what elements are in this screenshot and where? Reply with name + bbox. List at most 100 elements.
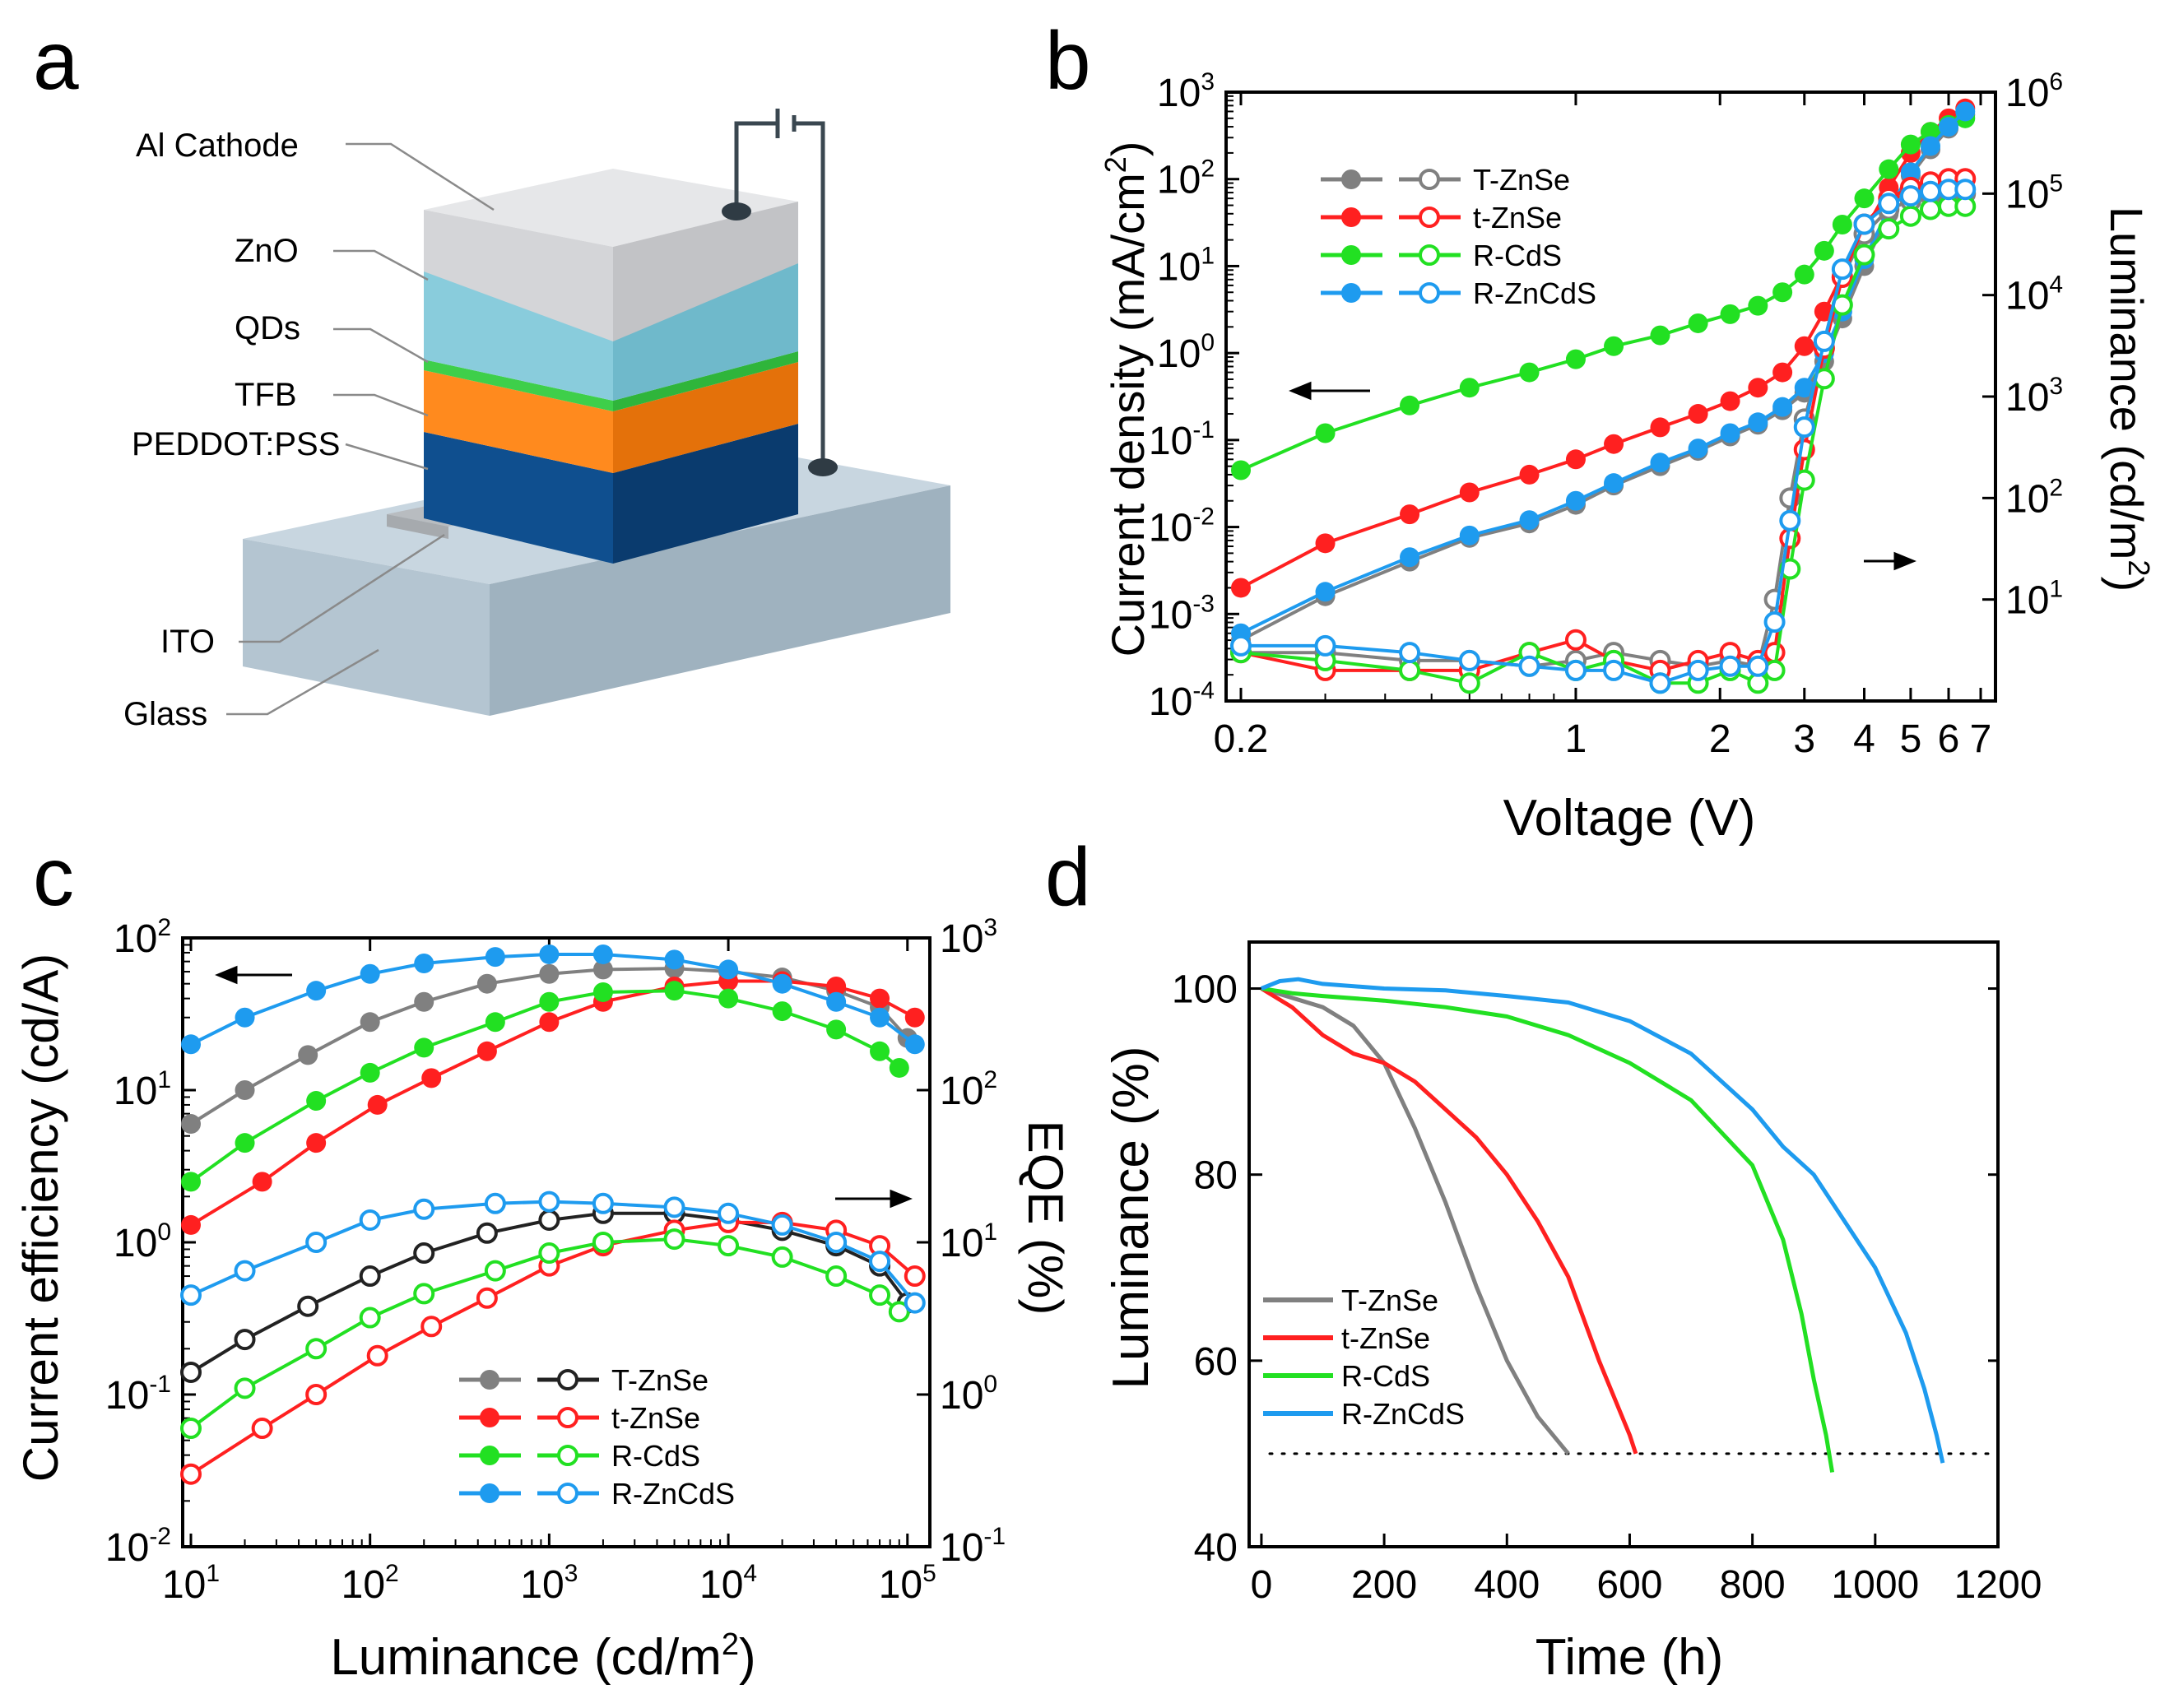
series-t-znse-filled-point [1688, 404, 1708, 425]
series-r-zncds-open-point [484, 1192, 506, 1214]
series-r-cds-open-point [1878, 218, 1900, 240]
legend-r-cds-label: R-CdS [1473, 239, 1562, 272]
series-r-zncds-open-point [718, 1202, 740, 1224]
panel-b-x-tick-label: 3 [1793, 717, 1815, 761]
series-r-zncds-filled-point [1772, 397, 1793, 417]
series-r-zncds-open-point [1518, 655, 1540, 677]
series-r-cds-filled-point [181, 1172, 201, 1192]
series-t-znse-filled-point [904, 1007, 925, 1028]
series-r-zncds-open-point [1719, 655, 1741, 677]
panel-b-y2-tick-label: 105 [2005, 169, 2063, 216]
series-t-znse-filled-point [421, 1068, 442, 1088]
panel-b-y-tick-label: 101 [1157, 242, 1215, 289]
series-r-cds-open-point [1779, 558, 1801, 580]
legend-r-zncds-open-marker [557, 1483, 578, 1504]
series-t-znse-filled-point [1459, 482, 1480, 503]
series-r-zncds-line [1260, 977, 1945, 1464]
circuit-wiring [734, 109, 825, 465]
series-t-znse-filled-point [870, 988, 890, 1009]
series-t-znse-open-point [904, 1265, 926, 1288]
series-r-cds-filled-point [870, 1041, 890, 1061]
panel-c-y-tick-label: 10-2 [105, 1523, 171, 1570]
series-r-zncds-filled-point [1565, 490, 1586, 511]
series-r-cds-open-point [180, 1418, 202, 1440]
ito-strip-front [387, 514, 448, 539]
panel-c-y2-tick-label: 103 [940, 914, 997, 961]
glass-side [490, 485, 950, 716]
series-r-cds-filled-point [1832, 214, 1852, 234]
series-r-zncds-open-point [1399, 642, 1421, 664]
series-r-zncds-filled-point [1794, 378, 1814, 398]
series-r-cds-open-point [825, 1265, 848, 1288]
series-r-zncds-open-point [1564, 659, 1587, 681]
panel-b-y2-tick-label: 101 [2005, 576, 2063, 623]
panel-b-x-tick-label: 5 [1900, 717, 1922, 761]
series-t-znse-open-point [297, 1295, 319, 1317]
series-r-zncds-filled-point [1400, 547, 1420, 568]
series-r-cds-filled-point [1814, 240, 1834, 261]
qds-front [424, 360, 613, 411]
series-t-znse-filled-point [539, 1012, 560, 1033]
series-r-cds-filled-point [1400, 395, 1420, 415]
series-r-zncds-open-point [305, 1232, 328, 1253]
series-r-cds-open-point [1458, 672, 1480, 694]
legend-r-zncds-open-marker [1419, 282, 1440, 304]
legend-t-znse-label: T-ZnSe [611, 1363, 709, 1397]
panel-d-x-tick-label: 1000 [1831, 1563, 1919, 1607]
series-r-zncds-open-point [869, 1251, 891, 1273]
series-r-cds-filled-point [718, 988, 739, 1009]
series-t-znse-filled-point [367, 1094, 388, 1115]
series-r-zncds-open-point [1899, 185, 1921, 207]
series-t-znse-open-point [1564, 629, 1587, 651]
legend-r-zncds-filled-marker [480, 1483, 499, 1503]
glass-front [243, 539, 490, 716]
legend-t-znse-filled-marker [1341, 207, 1361, 227]
series-r-cds-filled-point [1879, 159, 1899, 179]
label-pedot: PEDDOT:PSS [132, 426, 340, 462]
series-r-cds-filled-point [889, 1057, 909, 1078]
panel-b-y-tick-label: 10-3 [1149, 590, 1215, 637]
cathode-front [424, 210, 613, 341]
panel-d-y-tick-label: 80 [1194, 1154, 1238, 1198]
series-t-znse-filled-point [1400, 504, 1420, 525]
series-r-zncds-filled-point [235, 1007, 255, 1028]
series-r-zncds-open-point [413, 1198, 435, 1220]
panel-b-x-tick-label: 7 [1970, 717, 1992, 761]
series-r-cds-open-point [888, 1301, 910, 1323]
series-r-cds-filled-point [235, 1133, 255, 1153]
label-ito: ITO [160, 624, 215, 660]
legend-r-cds-open-marker [557, 1445, 578, 1466]
series-t-znse-open-point [180, 1361, 202, 1383]
series-r-cds-open-point [1899, 205, 1921, 227]
panel-c-xlabel: Luminance (cd/m2) [330, 1627, 755, 1686]
series-r-zncds-open-line [1241, 188, 1966, 685]
series-r-zncds-filled-point [1315, 582, 1336, 602]
zno-side [613, 263, 798, 401]
series-r-zncds-filled-point [1748, 412, 1768, 433]
series-r-zncds-open-point [825, 1232, 848, 1253]
series-r-cds-filled-point [1772, 282, 1793, 303]
series-r-cds-filled-point [1459, 378, 1480, 398]
series-r-zncds-filled-point [904, 1034, 925, 1055]
series-r-cds-filled-point [1231, 460, 1251, 480]
panel-b-y-tick-label: 10-1 [1149, 416, 1215, 463]
label-qds: QDs [235, 310, 300, 346]
legend-r-cds-label: R-CdS [1341, 1359, 1430, 1393]
panel-c-x-tick-label: 104 [699, 1560, 757, 1607]
series-t-znse-filled-point [1604, 434, 1624, 454]
series-t-znse-filled-point [592, 959, 613, 980]
series-r-zncds-filled-point [1519, 510, 1540, 531]
series-r-cds-open-point [1399, 659, 1421, 681]
series-r-zncds-filled-point [870, 1007, 890, 1028]
panel-c-y-tick-label: 10-1 [105, 1371, 171, 1418]
panel-c-y2label: EQE (%) [1018, 1121, 1073, 1316]
legend-r-zncds-label: R-ZnCdS [611, 1477, 735, 1511]
panel-c-y-tick-label: 101 [114, 1066, 171, 1113]
series-r-cds-open-point [663, 1228, 685, 1251]
panel-c-letter: c [33, 831, 74, 923]
panel-b-y-tick-label: 103 [1157, 68, 1215, 115]
series-r-zncds-filled-point [664, 949, 685, 970]
panel-b-y-tick-label: 10-4 [1149, 677, 1215, 724]
legend-r-zncds-filled-marker [1341, 283, 1361, 303]
